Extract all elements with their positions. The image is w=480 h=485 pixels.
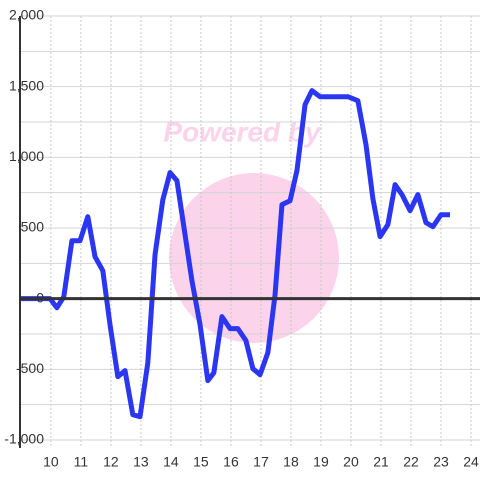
x-tick-label: 14 — [163, 454, 179, 470]
x-tick-label: 13 — [133, 454, 149, 470]
y-tick-label: -1,000 — [4, 431, 44, 447]
y-tick-label: 1,000 — [9, 148, 44, 164]
x-tick-label: 10 — [43, 454, 59, 470]
x-tick-label: 12 — [103, 454, 119, 470]
x-tick-label: 16 — [223, 454, 239, 470]
y-tick-label: 2,000 — [9, 7, 44, 23]
x-tick-label: 24 — [463, 454, 479, 470]
y-tick-label: -500 — [16, 360, 44, 376]
y-tick-label: 1,500 — [9, 77, 44, 93]
x-tick-label: 23 — [433, 454, 449, 470]
watermark-logo — [169, 173, 339, 343]
x-tick-label: 19 — [313, 454, 329, 470]
x-tick-label: 21 — [373, 454, 389, 470]
x-tick-label: 15 — [193, 454, 209, 470]
x-tick-label: 17 — [253, 454, 269, 470]
x-tick-label: 18 — [283, 454, 299, 470]
x-tick-label: 22 — [403, 454, 419, 470]
y-tick-label: 500 — [21, 219, 45, 235]
x-tick-label: 11 — [74, 454, 89, 470]
x-tick-label: 20 — [343, 454, 359, 470]
